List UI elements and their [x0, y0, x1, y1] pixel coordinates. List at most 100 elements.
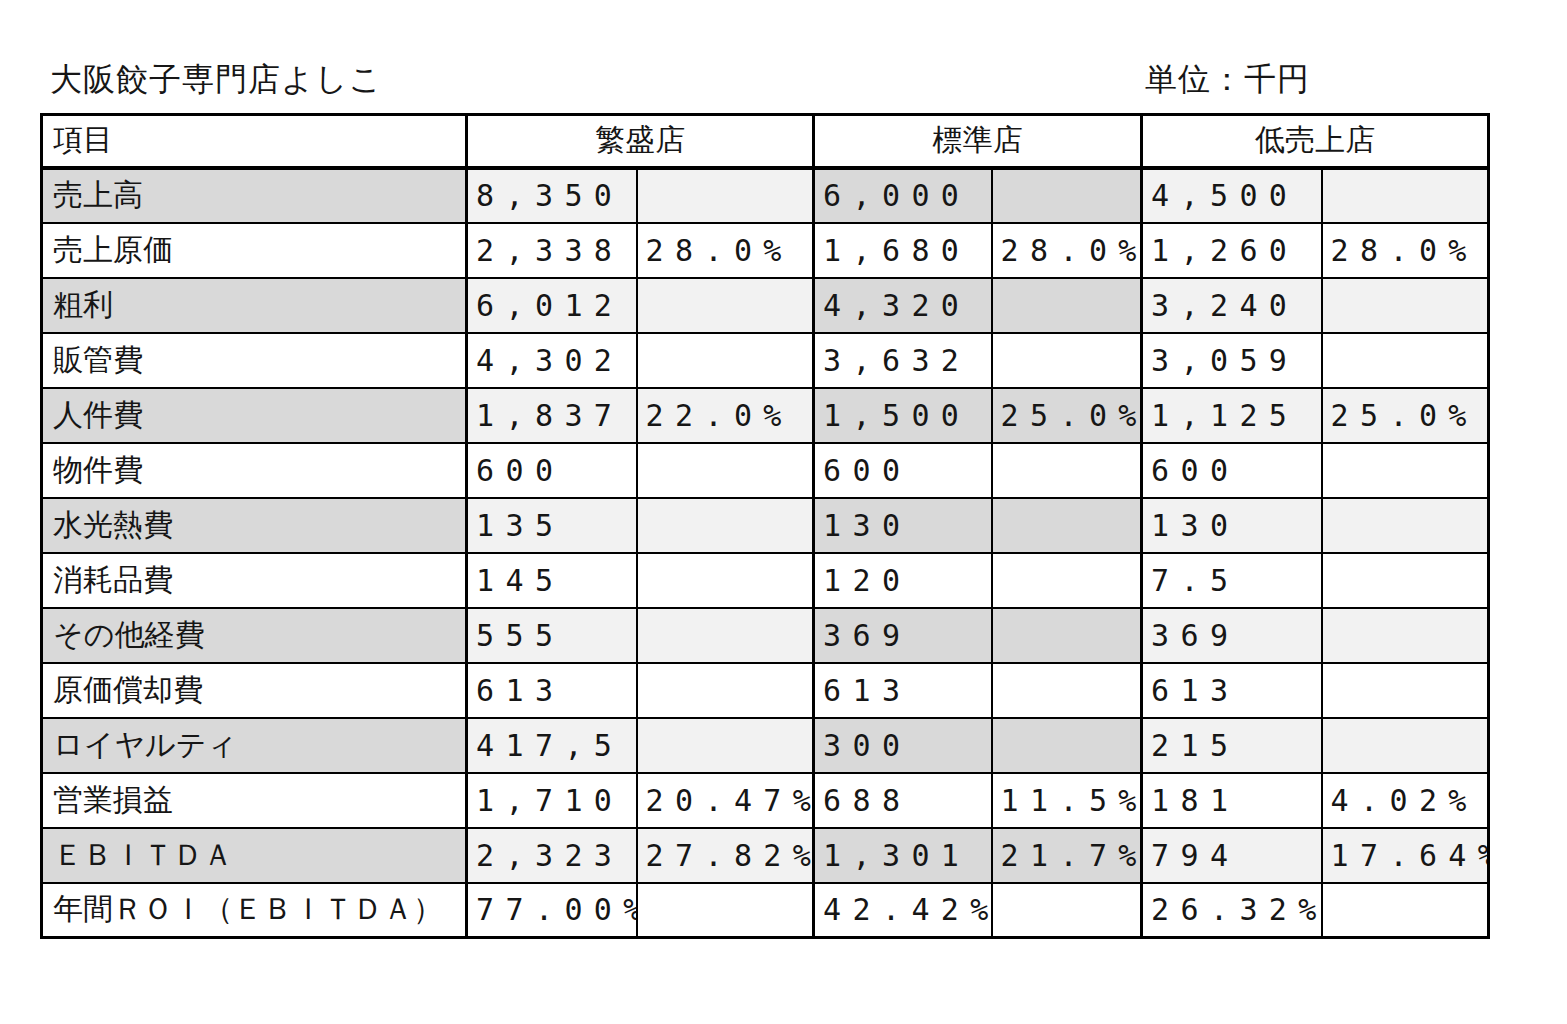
- cell-value: 7.5: [1142, 553, 1322, 608]
- row-label: 人件費: [42, 388, 467, 443]
- row-label: 販管費: [42, 333, 467, 388]
- cell-value: 417,5: [467, 718, 637, 773]
- cell-value: 613: [467, 663, 637, 718]
- table-row-cogs: 売上原価 2,338 28.0% 1,680 28.0% 1,260 28.0%: [42, 223, 1489, 278]
- cell-percent: [637, 553, 814, 608]
- table-row-depreciation: 原価償却費 613 613 613: [42, 663, 1489, 718]
- cell-value: 1,260: [1142, 223, 1322, 278]
- cell-percent: 17.64%: [1322, 828, 1489, 883]
- cell-percent: [992, 718, 1142, 773]
- cell-percent: [992, 498, 1142, 553]
- cell-value: 600: [1142, 443, 1322, 498]
- cell-percent: 21.7%: [992, 828, 1142, 883]
- unit-label: 単位：千円: [1145, 58, 1310, 102]
- cell-percent: [992, 608, 1142, 663]
- row-label: 消耗品費: [42, 553, 467, 608]
- cell-percent: [637, 883, 814, 938]
- cell-percent: 20.47%: [637, 773, 814, 828]
- cell-value: 215: [1142, 718, 1322, 773]
- cell-percent: 28.0%: [1322, 223, 1489, 278]
- row-label: 営業損益: [42, 773, 467, 828]
- page-title: 大阪餃子専門店よしこ: [50, 58, 382, 102]
- cell-value: 555: [467, 608, 637, 663]
- table-header-row: 項目 繁盛店 標準店 低売上店: [42, 115, 1489, 168]
- cell-value: 1,710: [467, 773, 637, 828]
- cell-percent: [1322, 498, 1489, 553]
- cell-value: 4,302: [467, 333, 637, 388]
- row-label: 年間ＲＯＩ（ＥＢＩＴＤＡ）: [42, 883, 467, 938]
- table-row-property: 物件費 600 600 600: [42, 443, 1489, 498]
- cell-percent: [1322, 883, 1489, 938]
- cell-value: 688: [814, 773, 992, 828]
- cell-percent: 11.5%: [992, 773, 1142, 828]
- cell-value: 26.32%: [1142, 883, 1322, 938]
- table-row-sales: 売上高 8,350 6,000 4,500: [42, 168, 1489, 223]
- cell-percent: [992, 553, 1142, 608]
- cell-percent: [992, 168, 1142, 223]
- cell-percent: [992, 443, 1142, 498]
- cell-value: 369: [814, 608, 992, 663]
- cell-value: 369: [1142, 608, 1322, 663]
- cell-value: 1,500: [814, 388, 992, 443]
- row-label: 売上原価: [42, 223, 467, 278]
- cell-percent: [637, 718, 814, 773]
- header-low-sales-store: 低売上店: [1142, 115, 1489, 168]
- table-row-sga: 販管費 4,302 3,632 3,059: [42, 333, 1489, 388]
- cell-percent: [992, 278, 1142, 333]
- cell-value: 613: [1142, 663, 1322, 718]
- cell-percent: [1322, 443, 1489, 498]
- cell-value: 130: [814, 498, 992, 553]
- cell-percent: 22.0%: [637, 388, 814, 443]
- cell-value: 613: [814, 663, 992, 718]
- row-label: 粗利: [42, 278, 467, 333]
- cell-percent: [637, 443, 814, 498]
- table-row-gross-profit: 粗利 6,012 4,320 3,240: [42, 278, 1489, 333]
- table-row-ebitda: ＥＢＩＴＤＡ 2,323 27.82% 1,301 21.7% 794 17.6…: [42, 828, 1489, 883]
- cell-percent: [992, 883, 1142, 938]
- cell-percent: [637, 498, 814, 553]
- cell-value: 145: [467, 553, 637, 608]
- cell-value: 130: [1142, 498, 1322, 553]
- cell-percent: [1322, 333, 1489, 388]
- cell-percent: 4.02%: [1322, 773, 1489, 828]
- cell-percent: 25.0%: [1322, 388, 1489, 443]
- cell-percent: 27.82%: [637, 828, 814, 883]
- table-row-consumables: 消耗品費 145 120 7.5: [42, 553, 1489, 608]
- table-row-royalty: ロイヤルティ 417,5 300 215: [42, 718, 1489, 773]
- cell-value: 2,338: [467, 223, 637, 278]
- financial-table: 項目 繁盛店 標準店 低売上店 売上高 8,350 6,000 4,500 売上…: [40, 113, 1490, 939]
- cell-value: 6,012: [467, 278, 637, 333]
- financial-table-container: 項目 繁盛店 標準店 低売上店 売上高 8,350 6,000 4,500 売上…: [40, 113, 1490, 939]
- cell-value: 3,059: [1142, 333, 1322, 388]
- cell-percent: [637, 168, 814, 223]
- row-label: 物件費: [42, 443, 467, 498]
- cell-value: 600: [814, 443, 992, 498]
- cell-percent: [1322, 168, 1489, 223]
- cell-value: 8,350: [467, 168, 637, 223]
- table-row-other-expenses: その他経費 555 369 369: [42, 608, 1489, 663]
- cell-percent: [637, 333, 814, 388]
- cell-percent: [1322, 663, 1489, 718]
- cell-value: 6,000: [814, 168, 992, 223]
- cell-value: 77.00%: [467, 883, 637, 938]
- table-row-utilities: 水光熱費 135 130 130: [42, 498, 1489, 553]
- cell-value: 3,240: [1142, 278, 1322, 333]
- cell-percent: [1322, 718, 1489, 773]
- header-standard-store: 標準店: [814, 115, 1142, 168]
- cell-value: 794: [1142, 828, 1322, 883]
- header-thriving-store: 繁盛店: [467, 115, 814, 168]
- cell-percent: [637, 663, 814, 718]
- row-label: ＥＢＩＴＤＡ: [42, 828, 467, 883]
- header-item: 項目: [42, 115, 467, 168]
- row-label: 売上高: [42, 168, 467, 223]
- cell-value: 3,632: [814, 333, 992, 388]
- row-label: 水光熱費: [42, 498, 467, 553]
- cell-value: 135: [467, 498, 637, 553]
- cell-percent: [1322, 553, 1489, 608]
- cell-value: 120: [814, 553, 992, 608]
- cell-percent: [637, 608, 814, 663]
- row-label: ロイヤルティ: [42, 718, 467, 773]
- cell-value: 4,320: [814, 278, 992, 333]
- cell-percent: 28.0%: [992, 223, 1142, 278]
- cell-percent: [992, 333, 1142, 388]
